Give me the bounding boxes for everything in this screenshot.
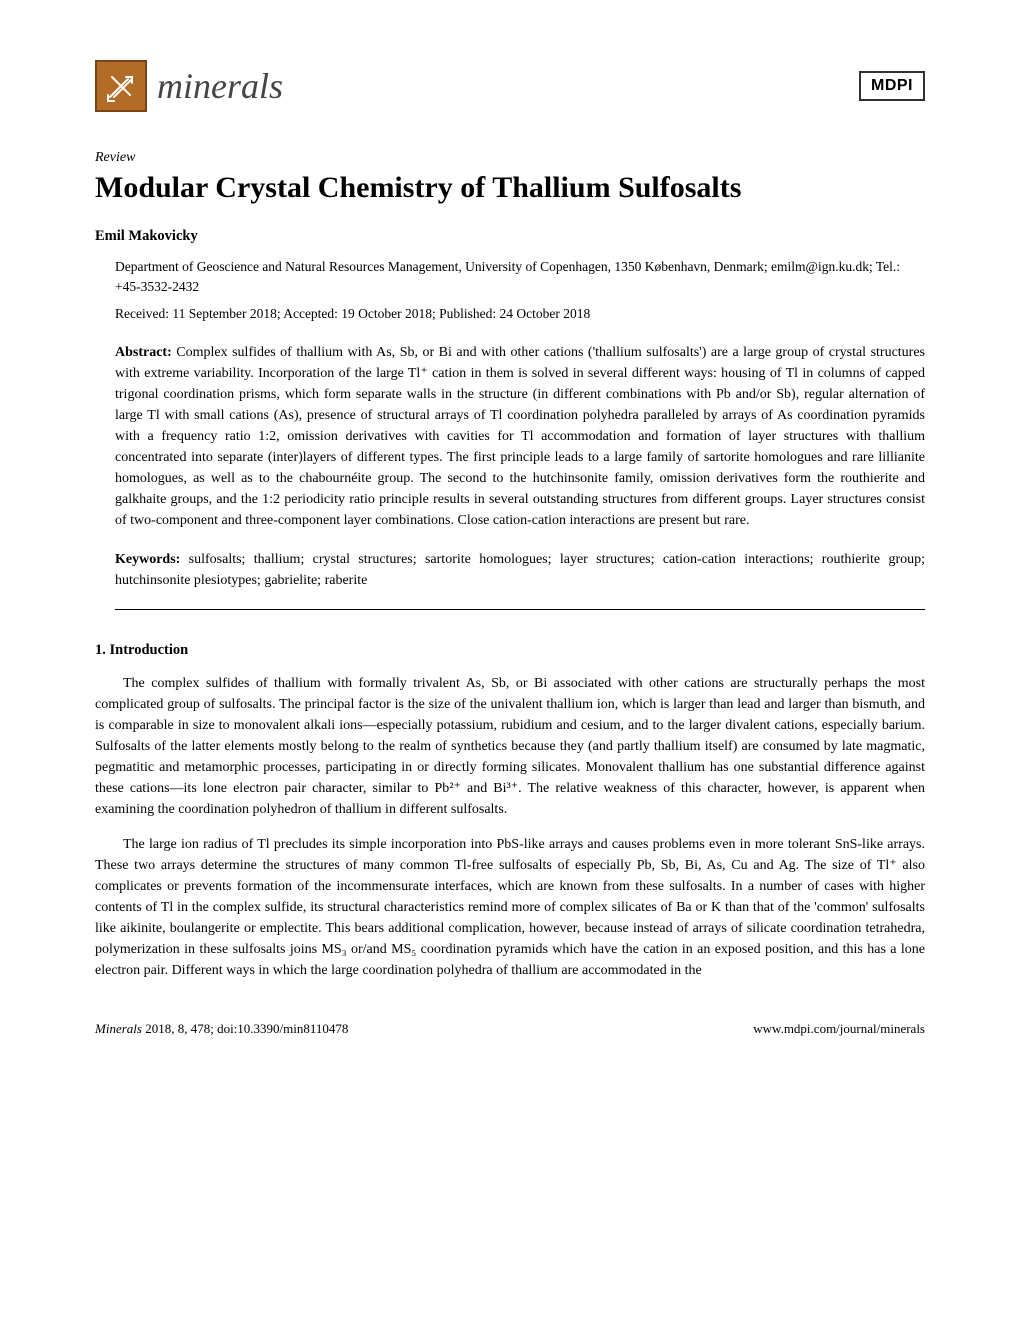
footer-url: www.mdpi.com/journal/minerals: [753, 1021, 925, 1037]
journal-logo-text: minerals: [157, 65, 283, 107]
footer-citation-rest: 2018, 8, 478; doi:10.3390/min8110478: [142, 1021, 348, 1036]
keywords-label: Keywords:: [115, 552, 180, 567]
page-footer: Minerals 2018, 8, 478; doi:10.3390/min81…: [95, 1021, 925, 1037]
article-type: Review: [95, 150, 925, 166]
abstract-text: Complex sulfides of thallium with As, Sb…: [115, 345, 925, 528]
keywords-block: Keywords: sulfosalts; thallium; crystal …: [115, 549, 925, 591]
author-name: Emil Makovicky: [95, 228, 925, 245]
abstract-block: Abstract: Complex sulfides of thallium w…: [115, 342, 925, 531]
journal-logo: minerals: [95, 60, 283, 112]
abstract-label: Abstract:: [115, 345, 172, 360]
article-title: Modular Crystal Chemistry of Thallium Su…: [95, 170, 925, 206]
body-paragraph: The large ion radius of Tl precludes its…: [95, 834, 925, 981]
section-heading: 1. Introduction: [95, 642, 925, 659]
keywords-text: sulfosalts; thallium; crystal structures…: [115, 552, 925, 588]
divider: [115, 609, 925, 610]
header-row: minerals MDPI: [95, 60, 925, 112]
affiliation: Department of Geoscience and Natural Res…: [115, 257, 925, 296]
footer-journal-name: Minerals: [95, 1021, 142, 1036]
footer-citation: Minerals 2018, 8, 478; doi:10.3390/min81…: [95, 1021, 348, 1037]
article-dates: Received: 11 September 2018; Accepted: 1…: [115, 306, 925, 322]
journal-logo-icon: [95, 60, 147, 112]
page: minerals MDPI Review Modular Crystal Che…: [0, 0, 1020, 1077]
publisher-badge: MDPI: [859, 71, 925, 101]
body-paragraph: The complex sulfides of thallium with fo…: [95, 673, 925, 820]
